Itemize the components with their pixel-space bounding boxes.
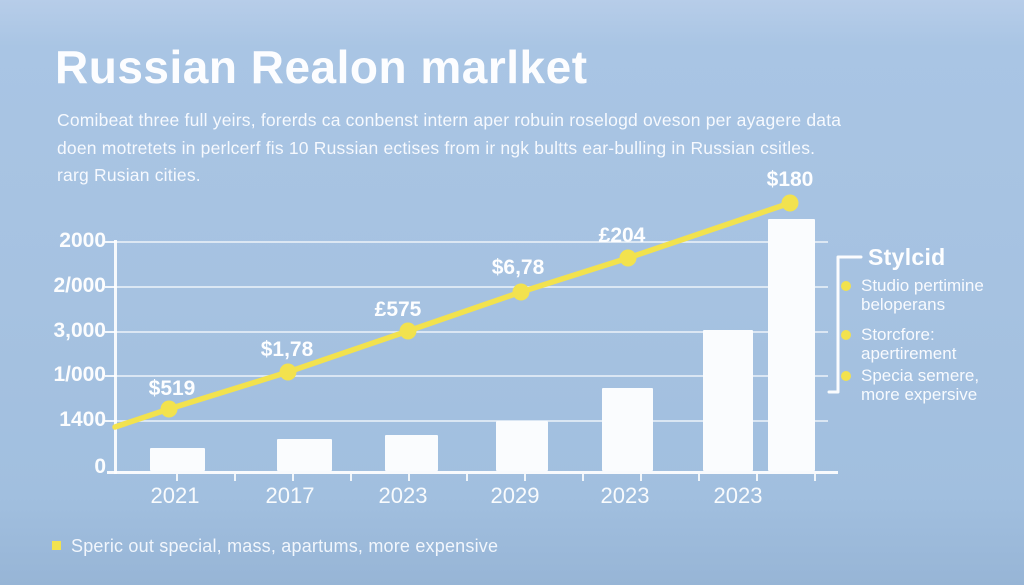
data-point-label: $6,78 [491,256,545,279]
bar [385,435,438,471]
subtitle-line-1: Comibeat three full yeirs, forerds ca co… [57,110,842,130]
x-axis-label: 2017 [265,483,315,508]
gridline [114,286,828,288]
y-axis-tick [105,286,115,288]
page-title: Russian Realon marlket [55,41,588,93]
x-axis-tick [524,474,526,481]
data-point-label: £575 [374,298,422,321]
x-axis-label: 2023 [378,483,428,508]
footer-note: Speric out special, mass, apartums, more… [52,536,498,557]
data-point-label: £204 [598,224,646,247]
legend-bullet-icon [841,371,851,381]
y-axis-label: 1400 [59,408,106,431]
x-axis-tick [176,474,178,481]
legend-item-text: more expersive [861,385,978,404]
y-axis-line [114,240,117,474]
legend-item-text: apertirement [861,344,957,363]
gridline [114,241,828,243]
bar [150,448,205,471]
y-axis-tick [105,420,115,422]
x-axis-tick [466,474,468,481]
x-axis-line [107,471,838,474]
legend-bracket-line [827,255,863,394]
data-point-label: $1,78 [260,338,314,361]
x-axis-tick [234,474,236,481]
y-axis-label: 2000 [59,229,106,252]
subtitle: Comibeat three full yeirs, forerds ca co… [57,107,847,190]
legend-bullet-icon [841,330,851,340]
legend-item: Studio pertimine beloperans [841,276,1016,314]
x-axis-tick [640,474,642,481]
y-axis-tick [105,241,115,243]
data-point-marker [160,400,178,418]
gridline [114,331,828,333]
legend-item-text: Storcfore: [861,325,935,344]
x-axis-label: 2023 [600,483,650,508]
gridline [114,375,828,377]
y-axis-label: 1/000 [53,363,106,386]
data-point-marker [619,249,637,267]
footer-note-text: Speric out special, mass, apartums, more… [71,536,499,556]
data-point-label: $519 [148,377,196,400]
data-point-marker [399,322,417,340]
bar [496,421,548,471]
footer-bullet-icon [52,541,61,550]
x-axis-label: 2021 [150,483,200,508]
x-axis-tick [756,474,758,481]
legend-item: Storcfore: apertirement [841,325,1016,363]
data-point-label: $180 [766,168,814,191]
gridline [114,420,828,422]
subtitle-line-3: rarg Rusian cities. [57,165,201,185]
y-axis-label: 2/000 [53,274,106,297]
bar [768,219,815,471]
x-axis-tick [814,474,816,481]
x-axis-label: 2029 [490,483,540,508]
bar [277,439,332,471]
x-axis-tick [582,474,584,481]
x-axis-tick [698,474,700,481]
x-axis-tick [292,474,294,481]
data-point-marker [279,363,297,381]
y-axis-tick [105,331,115,333]
x-axis-label: 2023 [713,483,763,508]
bar [703,330,753,471]
legend-item-text: beloperans [861,295,946,314]
x-axis-tick [408,474,410,481]
legend-item-text: Studio pertimine [861,276,984,295]
legend-item-text: Specia semere, [861,366,980,385]
bar [602,388,653,471]
legend-item: Specia semere, more expersive [841,366,1016,404]
data-point-marker [512,283,530,301]
y-axis-label: 3,000 [53,319,106,342]
legend-title: Stylcid [868,244,946,270]
legend-bullet-icon [841,281,851,291]
x-axis-tick [350,474,352,481]
y-axis-tick [105,375,115,377]
subtitle-line-2: doen motretets in perlcerf fis 10 Russia… [57,137,816,158]
data-point-marker [781,194,799,212]
y-axis-label: 0 [94,455,106,478]
